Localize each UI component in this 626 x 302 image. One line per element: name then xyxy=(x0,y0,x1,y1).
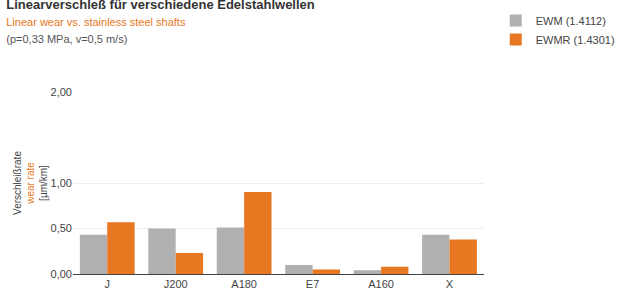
svg-text:0,50: 0,50 xyxy=(51,222,72,234)
svg-text:2,00: 2,00 xyxy=(51,86,72,98)
svg-text:A160: A160 xyxy=(368,278,394,290)
svg-text:J: J xyxy=(104,278,110,290)
svg-text:EWM (1.4112): EWM (1.4112) xyxy=(536,15,606,27)
svg-text:E7: E7 xyxy=(306,278,319,290)
svg-text:0,00: 0,00 xyxy=(51,268,72,280)
svg-text:1,00: 1,00 xyxy=(51,177,72,189)
svg-text:X: X xyxy=(446,278,454,290)
svg-text:Verschleißratewear rate[µm/km]: Verschleißratewear rate[µm/km] xyxy=(12,151,49,215)
svg-text:EWMR (1.4301): EWMR (1.4301) xyxy=(536,34,615,46)
svg-text:A180: A180 xyxy=(231,278,257,290)
svg-text:Linearverschleß für verschiede: Linearverschleß für verschiedene Edelsta… xyxy=(6,0,315,45)
svg-text:J200: J200 xyxy=(164,278,188,290)
